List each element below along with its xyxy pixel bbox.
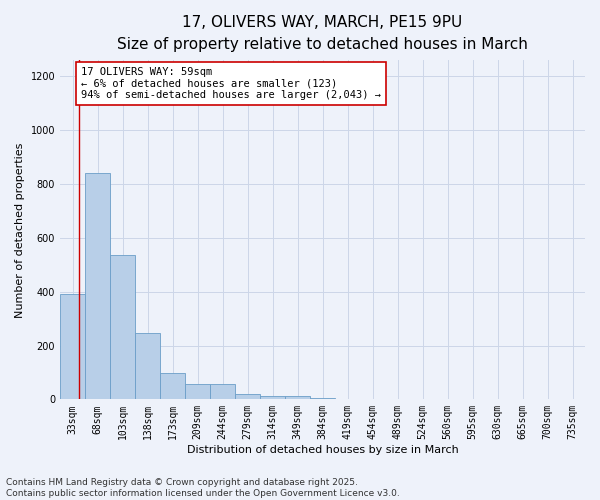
Bar: [210, 384, 235, 400]
Bar: [235, 394, 260, 400]
Bar: [160, 373, 185, 400]
Y-axis label: Number of detached properties: Number of detached properties: [15, 142, 25, 318]
Bar: [85, 174, 110, 400]
X-axis label: Distribution of detached houses by size in March: Distribution of detached houses by size …: [187, 445, 458, 455]
Bar: [260, 396, 285, 400]
Bar: [310, 398, 335, 400]
Bar: [285, 396, 310, 400]
Bar: [60, 294, 85, 400]
Text: Contains HM Land Registry data © Crown copyright and database right 2025.
Contai: Contains HM Land Registry data © Crown c…: [6, 478, 400, 498]
Bar: [135, 332, 160, 400]
Bar: [185, 384, 210, 400]
Title: 17, OLIVERS WAY, MARCH, PE15 9PU
Size of property relative to detached houses in: 17, OLIVERS WAY, MARCH, PE15 9PU Size of…: [117, 15, 528, 52]
Bar: [110, 256, 135, 400]
Text: 17 OLIVERS WAY: 59sqm
← 6% of detached houses are smaller (123)
94% of semi-deta: 17 OLIVERS WAY: 59sqm ← 6% of detached h…: [81, 67, 381, 100]
